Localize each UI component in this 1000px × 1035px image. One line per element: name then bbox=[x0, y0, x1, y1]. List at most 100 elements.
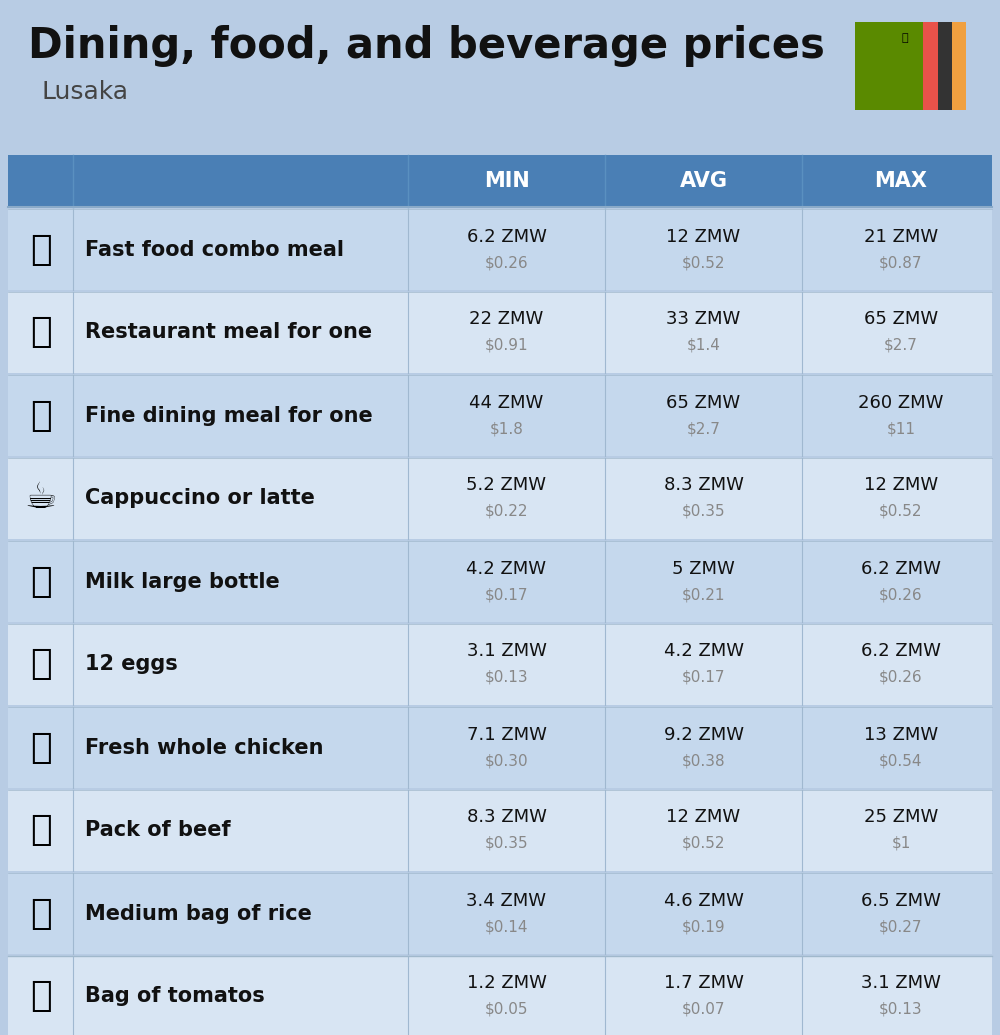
Text: $0.07: $0.07 bbox=[682, 1002, 725, 1017]
Bar bbox=[8, 541, 992, 622]
Text: $0.54: $0.54 bbox=[879, 753, 923, 768]
Text: Cappuccino or latte: Cappuccino or latte bbox=[85, 489, 315, 508]
Text: 3.1 ZMW: 3.1 ZMW bbox=[467, 643, 546, 660]
Text: 12 ZMW: 12 ZMW bbox=[666, 808, 741, 827]
Text: Fresh whole chicken: Fresh whole chicken bbox=[85, 738, 324, 758]
Text: $0.27: $0.27 bbox=[879, 919, 923, 934]
Text: Fine dining meal for one: Fine dining meal for one bbox=[85, 406, 373, 425]
Text: $0.38: $0.38 bbox=[682, 753, 725, 768]
Text: $1.8: $1.8 bbox=[490, 421, 523, 436]
Text: 3.1 ZMW: 3.1 ZMW bbox=[861, 975, 941, 993]
Text: 4.6 ZMW: 4.6 ZMW bbox=[664, 891, 743, 910]
Text: 🍗: 🍗 bbox=[30, 731, 51, 765]
Text: 9.2 ZMW: 9.2 ZMW bbox=[664, 726, 744, 743]
Text: $0.21: $0.21 bbox=[682, 587, 725, 602]
Text: 44 ZMW: 44 ZMW bbox=[469, 393, 544, 412]
Text: $0.13: $0.13 bbox=[485, 670, 528, 685]
Text: $0.87: $0.87 bbox=[879, 255, 923, 270]
Bar bbox=[8, 209, 992, 290]
Text: $0.52: $0.52 bbox=[682, 836, 725, 851]
Text: 5.2 ZMW: 5.2 ZMW bbox=[466, 476, 546, 495]
Text: $0.26: $0.26 bbox=[879, 587, 923, 602]
Text: 13 ZMW: 13 ZMW bbox=[864, 726, 938, 743]
Text: 1.2 ZMW: 1.2 ZMW bbox=[467, 975, 546, 993]
Text: 260 ZMW: 260 ZMW bbox=[858, 393, 944, 412]
Text: 25 ZMW: 25 ZMW bbox=[864, 808, 938, 827]
Text: 1.7 ZMW: 1.7 ZMW bbox=[664, 975, 743, 993]
Text: 🍅: 🍅 bbox=[30, 979, 51, 1013]
Text: $0.17: $0.17 bbox=[682, 670, 725, 685]
Text: 3.4 ZMW: 3.4 ZMW bbox=[466, 891, 546, 910]
Text: 6.5 ZMW: 6.5 ZMW bbox=[861, 891, 941, 910]
Bar bbox=[8, 459, 992, 539]
Bar bbox=[8, 873, 992, 954]
Text: $0.91: $0.91 bbox=[485, 338, 528, 353]
Text: $11: $11 bbox=[887, 421, 916, 436]
Text: 6.2 ZMW: 6.2 ZMW bbox=[861, 643, 941, 660]
Text: 12 eggs: 12 eggs bbox=[85, 654, 178, 675]
Text: ☕: ☕ bbox=[24, 481, 57, 515]
Text: 5 ZMW: 5 ZMW bbox=[672, 560, 735, 578]
Bar bbox=[8, 155, 992, 207]
Text: 12 ZMW: 12 ZMW bbox=[666, 228, 741, 245]
Text: $0.35: $0.35 bbox=[682, 504, 725, 519]
Text: $2.7: $2.7 bbox=[884, 338, 918, 353]
Bar bbox=[8, 375, 992, 456]
Text: 🍽: 🍽 bbox=[30, 398, 51, 433]
Bar bbox=[855, 22, 965, 110]
Text: AVG: AVG bbox=[680, 171, 728, 191]
Text: 6.2 ZMW: 6.2 ZMW bbox=[467, 228, 546, 245]
Text: 🍳: 🍳 bbox=[30, 316, 51, 350]
Bar bbox=[8, 956, 992, 1035]
Text: 12 ZMW: 12 ZMW bbox=[864, 476, 938, 495]
Text: 4.2 ZMW: 4.2 ZMW bbox=[664, 643, 744, 660]
Text: 🥚: 🥚 bbox=[30, 648, 51, 681]
Text: Bag of tomatos: Bag of tomatos bbox=[85, 986, 265, 1006]
Text: $1: $1 bbox=[891, 836, 911, 851]
Text: 65 ZMW: 65 ZMW bbox=[666, 393, 741, 412]
Text: $0.52: $0.52 bbox=[879, 504, 923, 519]
Text: Pack of beef: Pack of beef bbox=[85, 821, 231, 840]
Text: 🍔: 🍔 bbox=[30, 233, 51, 266]
Text: $0.13: $0.13 bbox=[879, 1002, 923, 1017]
Bar bbox=[8, 790, 992, 871]
Bar bbox=[8, 624, 992, 705]
Text: MAX: MAX bbox=[874, 171, 928, 191]
Text: 🥛: 🥛 bbox=[30, 564, 51, 598]
Text: 🦅: 🦅 bbox=[901, 33, 908, 42]
Text: 8.3 ZMW: 8.3 ZMW bbox=[467, 808, 546, 827]
Bar bbox=[938, 22, 952, 110]
Text: Lusaka: Lusaka bbox=[42, 80, 129, 104]
Text: MIN: MIN bbox=[484, 171, 529, 191]
Text: $1.4: $1.4 bbox=[687, 338, 720, 353]
Text: $0.26: $0.26 bbox=[485, 255, 528, 270]
Text: 21 ZMW: 21 ZMW bbox=[864, 228, 938, 245]
Text: $0.17: $0.17 bbox=[485, 587, 528, 602]
Text: Milk large bottle: Milk large bottle bbox=[85, 571, 280, 591]
Text: 🥩: 🥩 bbox=[30, 814, 51, 848]
Text: 22 ZMW: 22 ZMW bbox=[469, 310, 544, 328]
Bar bbox=[952, 22, 966, 110]
Bar bbox=[8, 707, 992, 788]
Text: 6.2 ZMW: 6.2 ZMW bbox=[861, 560, 941, 578]
Text: 65 ZMW: 65 ZMW bbox=[864, 310, 938, 328]
Text: Medium bag of rice: Medium bag of rice bbox=[85, 904, 312, 923]
Bar bbox=[923, 22, 938, 110]
Text: 7.1 ZMW: 7.1 ZMW bbox=[467, 726, 546, 743]
Text: $0.52: $0.52 bbox=[682, 255, 725, 270]
Text: 33 ZMW: 33 ZMW bbox=[666, 310, 741, 328]
Text: 🍚: 🍚 bbox=[30, 896, 51, 930]
Text: $0.05: $0.05 bbox=[485, 1002, 528, 1017]
Text: 8.3 ZMW: 8.3 ZMW bbox=[664, 476, 743, 495]
Text: 4.2 ZMW: 4.2 ZMW bbox=[466, 560, 546, 578]
Text: $0.19: $0.19 bbox=[682, 919, 725, 934]
Text: $0.22: $0.22 bbox=[485, 504, 528, 519]
Text: $2.7: $2.7 bbox=[687, 421, 720, 436]
Text: Fast food combo meal: Fast food combo meal bbox=[85, 239, 344, 260]
Text: Restaurant meal for one: Restaurant meal for one bbox=[85, 323, 372, 343]
Text: $0.35: $0.35 bbox=[485, 836, 528, 851]
Text: $0.30: $0.30 bbox=[485, 753, 528, 768]
Text: $0.14: $0.14 bbox=[485, 919, 528, 934]
Text: $0.26: $0.26 bbox=[879, 670, 923, 685]
Text: Dining, food, and beverage prices: Dining, food, and beverage prices bbox=[28, 25, 825, 67]
